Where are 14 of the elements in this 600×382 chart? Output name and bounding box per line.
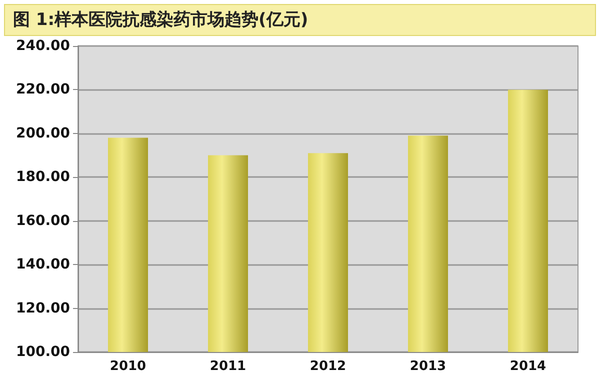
y-tick-label: 160.00 bbox=[16, 212, 70, 229]
x-tick-label: 2010 bbox=[110, 359, 146, 374]
y-tick-label: 140.00 bbox=[16, 256, 70, 273]
y-tick-label: 180.00 bbox=[16, 169, 70, 186]
x-tick-label: 2013 bbox=[410, 359, 446, 374]
chart-title: 图 1:样本医院抗感染药市场趋势(亿元) bbox=[4, 4, 596, 36]
x-tick-label: 2011 bbox=[210, 359, 246, 374]
y-tick-label: 100.00 bbox=[16, 344, 70, 360]
x-tick-label: 2014 bbox=[510, 359, 546, 374]
x-tick-label: 2012 bbox=[310, 359, 346, 374]
y-tick-label: 240.00 bbox=[16, 38, 70, 54]
y-tick-label: 120.00 bbox=[16, 300, 70, 316]
y-tick-label: 220.00 bbox=[16, 82, 70, 98]
y-tick-label: 200.00 bbox=[16, 125, 70, 142]
